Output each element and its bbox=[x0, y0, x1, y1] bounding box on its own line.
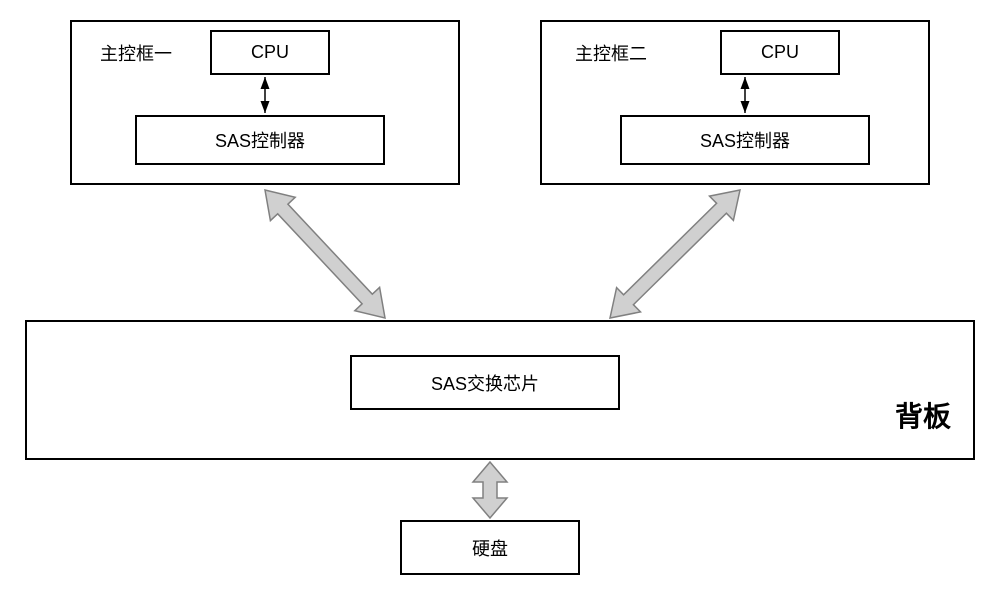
frame2-cpu: CPU bbox=[720, 30, 840, 75]
frame1-cpu: CPU bbox=[210, 30, 330, 75]
backplane-label: 背板 bbox=[895, 395, 951, 435]
frame2-sas-controller: SAS控制器 bbox=[620, 115, 870, 165]
frame2-title: 主控框二 bbox=[575, 40, 647, 66]
sas-switch-chip: SAS交换芯片 bbox=[350, 355, 620, 410]
disk: 硬盘 bbox=[400, 520, 580, 575]
frame1-sas-controller: SAS控制器 bbox=[135, 115, 385, 165]
frame1-title: 主控框一 bbox=[100, 40, 172, 66]
